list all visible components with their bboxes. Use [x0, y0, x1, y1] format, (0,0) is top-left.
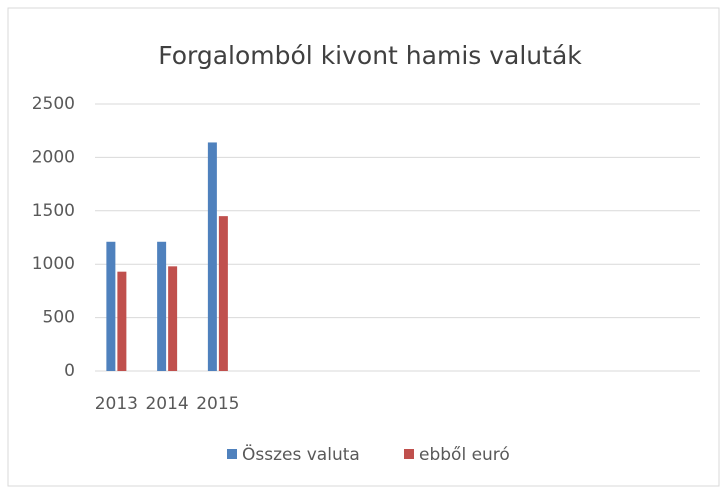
- y-tick-label: 2500: [32, 94, 75, 114]
- x-tick-label: 2014: [145, 394, 188, 414]
- x-tick-label: 2015: [196, 394, 239, 414]
- bar: [106, 241, 116, 371]
- legend-label: ebből euró: [419, 445, 510, 465]
- chart-title: Forgalomból kivont hamis valuták: [158, 41, 582, 70]
- x-tick-label: 2013: [95, 394, 138, 414]
- bar: [207, 142, 217, 371]
- y-tick-label: 1500: [32, 201, 75, 221]
- chart-frame: [7, 7, 720, 487]
- y-tick-label: 1000: [32, 254, 75, 274]
- y-tick-label: 500: [43, 308, 75, 328]
- y-tick-label: 2000: [32, 147, 75, 167]
- bar: [117, 271, 127, 371]
- y-tick-label: 0: [64, 361, 75, 381]
- legend-swatch: [404, 449, 414, 459]
- legend-swatch: [227, 449, 237, 459]
- bar: [218, 216, 228, 371]
- bar: [157, 241, 167, 371]
- legend-label: Összes valuta: [242, 443, 360, 465]
- bar: [168, 266, 178, 371]
